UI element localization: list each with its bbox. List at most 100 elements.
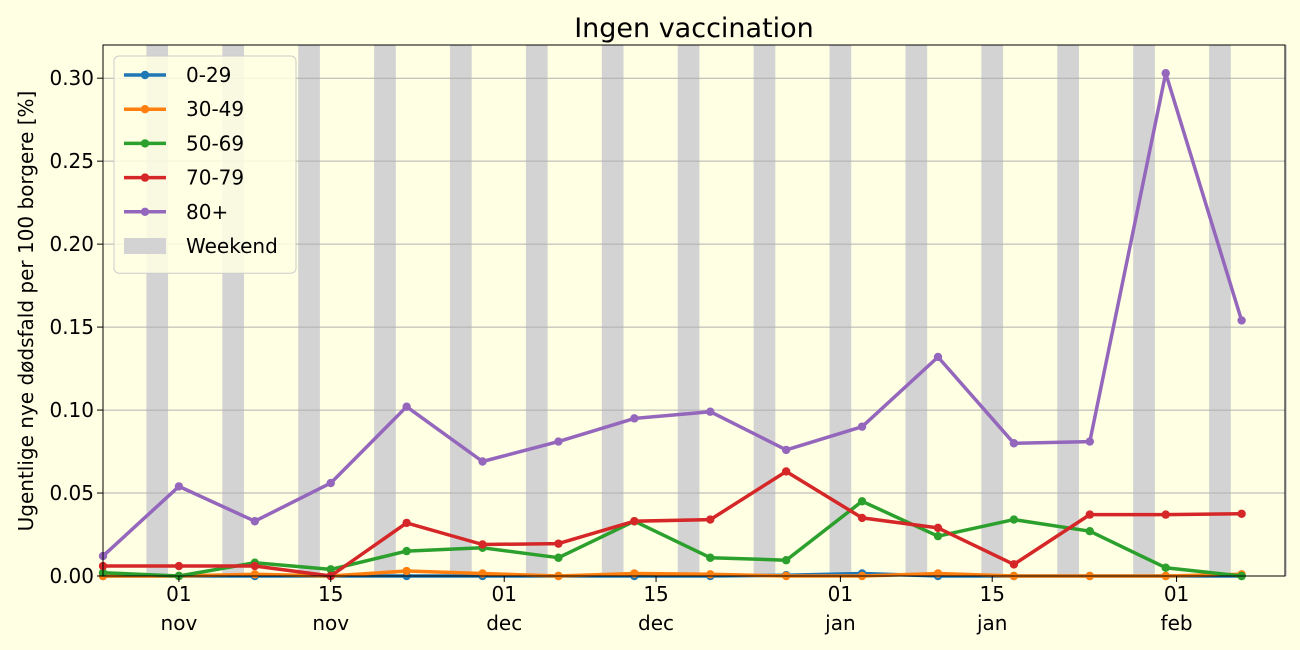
legend-entry-50-69: 50-69 [124, 131, 244, 155]
weekend-band-5 [525, 45, 548, 576]
legend-label-30-49: 30-49 [186, 97, 244, 121]
point-80+-7 [630, 414, 639, 423]
y-tick-label-1: 0.05 [49, 481, 94, 505]
series-line-50-69 [102, 499, 1242, 578]
series-line-70-79 [103, 469, 1242, 578]
point-80+-4 [402, 402, 411, 411]
weekend-band-9 [829, 45, 852, 576]
legend-marker-30-49 [140, 105, 150, 114]
y-axis: 0.00 0.05 0.10 0.15 0.20 0.25 0.30 [49, 66, 103, 588]
point-70-79-9 [781, 467, 791, 476]
point-50-69-4 [402, 546, 411, 556]
x-axis: 01 nov 15 nov 01 dec 15 dec 01 jan 15 jan 01 feb [161, 576, 1193, 635]
x-tick-month-3: dec [638, 611, 674, 635]
point-80+-2 [250, 517, 260, 526]
weekend-band-7 [677, 45, 700, 576]
x-tick-day-3: 15 [643, 582, 668, 606]
legend-entry-30-49: 30-49 [124, 97, 244, 121]
point-50-69-10 [857, 497, 867, 506]
x-tick-day-4: 01 [828, 582, 853, 606]
legend-label-0-29: 0-29 [186, 63, 231, 87]
legend-entry-weekend: Weekend [124, 234, 278, 258]
weekend-band-3 [374, 45, 396, 576]
point-70-79-1 [174, 561, 184, 571]
point-70-79-6 [554, 539, 563, 548]
point-50-69-13 [1085, 526, 1095, 536]
point-70-79-14 [1161, 510, 1170, 519]
weekend-band-8 [753, 45, 776, 576]
point-70-79-12 [1009, 560, 1019, 569]
point-50-69-14 [1161, 563, 1170, 572]
point-50-69-11 [933, 531, 943, 541]
x-tick-day-0: 01 [166, 582, 191, 606]
series-line-80+ [101, 71, 1244, 558]
x-tick-month-5: jan [976, 611, 1008, 635]
point-80+-8 [706, 407, 715, 416]
y-axis-label: Ugentlige nye dødsfald per 100 borgere [… [14, 91, 38, 532]
plot-frame [102, 44, 1286, 577]
weekend-band-14 [1209, 45, 1231, 576]
x-tick-day-1: 15 [318, 582, 343, 606]
weekend-band-10 [905, 45, 928, 576]
point-50-69-6 [554, 553, 563, 562]
y-tick-label-2: 0.10 [49, 398, 94, 422]
point-70-79-13 [1085, 510, 1095, 519]
point-80+-15 [1237, 316, 1246, 325]
point-70-79-4 [402, 518, 411, 528]
x-tick-day-5: 15 [979, 582, 1004, 606]
point-80+-13 [1085, 437, 1095, 446]
y-tick-label-3: 0.15 [49, 315, 94, 339]
weekend-band-2 [298, 45, 320, 576]
legend-label-weekend: Weekend [186, 234, 278, 258]
point-50-69-12 [1009, 515, 1019, 524]
weekend-band-4 [450, 45, 472, 576]
point-80+-1 [174, 482, 184, 491]
x-tick-month-2: dec [486, 611, 522, 635]
legend-entry-0-29: 0-29 [124, 63, 231, 87]
x-tick-month-0: nov [161, 611, 198, 635]
x-tick-month-4: jan [824, 611, 856, 635]
legend-swatch-weekend [124, 238, 166, 254]
point-70-79-8 [706, 515, 715, 524]
legend-label-70-79: 70-79 [186, 166, 244, 190]
point-80+-10 [857, 422, 867, 431]
weekend-band-11 [981, 45, 1004, 576]
point-80+-12 [1009, 439, 1019, 448]
chart-title: Ingen vaccination [574, 13, 814, 44]
legend: 0-29 30-49 50-69 70-79 80+ Weekend [113, 55, 297, 274]
weekend-band-12 [1057, 45, 1079, 576]
x-tick-day-6: 01 [1164, 582, 1189, 606]
point-80+-14 [1161, 69, 1170, 78]
legend-marker-50-69 [140, 139, 150, 148]
point-30-49-4 [402, 566, 411, 576]
y-tick-label-0: 0.00 [49, 564, 94, 588]
point-30-49-2 [250, 570, 260, 579]
series-80+ [98, 69, 1246, 561]
weekend-band-6 [601, 45, 624, 576]
point-70-79-10 [857, 513, 867, 523]
point-80+-9 [781, 445, 791, 455]
legend-entry-80+: 80+ [124, 200, 228, 224]
point-80+-6 [554, 437, 563, 446]
point-50-69-3 [326, 565, 335, 574]
legend-label-80+: 80+ [186, 200, 228, 224]
point-50-69-8 [706, 553, 715, 562]
point-50-69-9 [781, 556, 791, 565]
weekend-band-15 [1285, 45, 1287, 576]
point-70-79-11 [933, 523, 943, 533]
point-70-79-5 [478, 540, 487, 549]
point-80+-11 [933, 352, 943, 362]
legend-marker-70-79 [140, 173, 150, 182]
legend-marker-80+ [140, 207, 150, 216]
point-70-79-2 [250, 561, 260, 571]
legend-marker-0-29 [140, 70, 150, 80]
x-tick-month-1: nov [312, 611, 349, 635]
weekend-band-13 [1133, 45, 1155, 576]
y-tick-label-4: 0.20 [49, 232, 94, 256]
point-70-79-7 [630, 517, 639, 526]
legend-entry-70-79: 70-79 [124, 166, 244, 190]
point-70-79-15 [1237, 509, 1246, 518]
x-tick-month-6: feb [1161, 611, 1193, 635]
point-80+-3 [326, 478, 335, 488]
